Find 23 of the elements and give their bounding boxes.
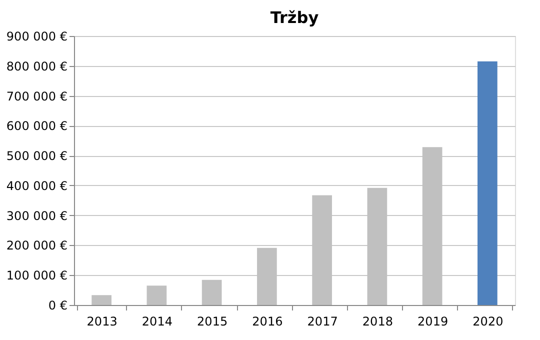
x-tick-label: 2018: [362, 314, 393, 328]
y-tick-label: 800 000 €: [6, 59, 68, 74]
chart-title: Tržby: [270, 8, 320, 27]
y-tick-label: 500 000 €: [6, 149, 68, 164]
bar: [478, 61, 498, 305]
bar: [202, 280, 222, 305]
y-tick-label: 300 000 €: [6, 208, 68, 223]
x-tick-label: 2014: [142, 314, 172, 328]
y-tick-label: 0 €: [48, 298, 68, 312]
y-tick-label: 400 000 €: [6, 178, 68, 193]
x-tick-label: 2020: [472, 314, 504, 328]
x-tick-label: 2019: [418, 314, 448, 328]
x-tick-label: 2017: [307, 314, 338, 328]
y-tick-label: 600 000 €: [6, 119, 68, 134]
y-tick-label: 900 000 €: [6, 30, 68, 44]
bar: [146, 286, 167, 305]
y-tick-label: 100 000 €: [6, 268, 68, 283]
x-tick-label: 2015: [197, 314, 228, 328]
x-tick-label: 2016: [252, 314, 283, 328]
y-tick-label: 700 000 €: [6, 89, 68, 104]
y-tick-label: 200 000 €: [6, 238, 68, 253]
x-tick-label: 2013: [86, 314, 118, 328]
bar: [92, 295, 112, 305]
